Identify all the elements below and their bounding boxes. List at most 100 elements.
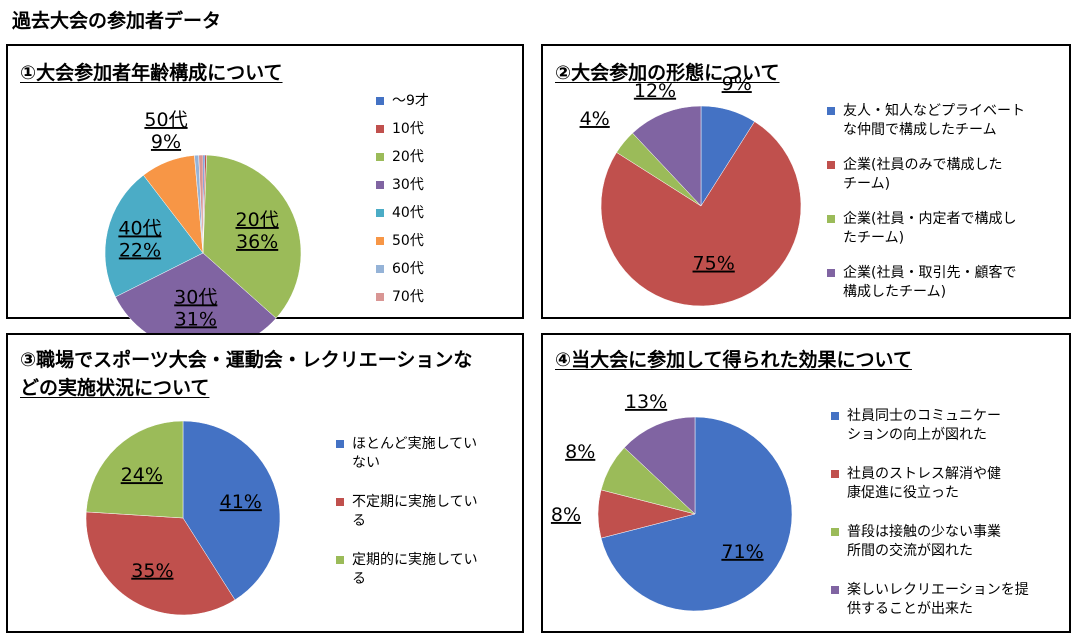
- legend-item: 企業(社員・内定者で構成し たチーム): [827, 210, 1025, 248]
- pie-chart-workplace-events: 41% 35% 24%: [85, 420, 281, 616]
- legend-swatch: [831, 586, 839, 594]
- legend-age: ～9才 10代 20代 30代 40代 50代 60代 70代: [376, 92, 429, 316]
- legend-label: 30代: [392, 177, 424, 193]
- legend-swatch: [376, 293, 384, 301]
- pie-slice-1: [182, 420, 281, 601]
- legend-swatch: [831, 412, 839, 420]
- slice-data-label-6: 50代 9%: [144, 109, 187, 153]
- chart-title-effects: ④当大会に参加して得られた効果について: [555, 349, 912, 371]
- legend-item: 40代: [376, 204, 429, 223]
- pie-chart-age: 20代 36% 30代 31% 40代 22% 50代 9%: [104, 109, 302, 352]
- slice-data-label-4: 12%: [634, 80, 676, 102]
- chart-title-participation: ②大会参加の形態について: [555, 62, 780, 84]
- chart-title-workplace-events-line1: ③職場でスポーツ大会・運動会・レクリエーションな: [20, 349, 473, 371]
- legend-item: 社員同士のコミュニケー ションの向上が図れた: [831, 407, 1029, 445]
- legend-swatch: [827, 107, 835, 115]
- pie-chart-effects: 71% 8% 8% 13%: [551, 391, 793, 612]
- legend-label: 40代: [392, 205, 424, 221]
- slice-data-label-1: 9%: [722, 73, 752, 95]
- legend-item: 普段は接触の少ない事業 所間の交流が図れた: [831, 523, 1029, 561]
- legend-item: 楽しいレクリエーションを提 供することが出来た: [831, 581, 1029, 619]
- legend-label: 20代: [392, 149, 424, 165]
- legend-item: 社員のストレス解消や健 康促進に役立った: [831, 465, 1029, 503]
- legend-swatch: [376, 181, 384, 189]
- legend-swatch: [831, 528, 839, 536]
- legend-item: 定期的に実施してい る: [336, 551, 478, 589]
- legend-swatch: [376, 153, 384, 161]
- legend-item: 60代: [376, 260, 429, 279]
- legend-swatch: [336, 440, 344, 448]
- slice-data-label-4: 30代 31%: [174, 286, 217, 330]
- legend-item: 50代: [376, 232, 429, 251]
- legend-label: 70代: [392, 289, 424, 305]
- legend-swatch: [376, 209, 384, 217]
- pie-slice-3: [85, 420, 184, 519]
- pie-slice-8: [198, 154, 204, 254]
- legend-swatch: [376, 265, 384, 273]
- legend-label: 60代: [392, 261, 424, 277]
- legend-swatch: [827, 269, 835, 277]
- legend-item: 企業(社員・取引先・顧客で 構成したチーム): [827, 264, 1025, 302]
- chart-panel-workplace-events: ③職場でスポーツ大会・運動会・レクリエーションな どの実施状況について 41% 3…: [6, 333, 524, 633]
- chart-title-age: ①大会参加者年齢構成について: [20, 62, 283, 84]
- legend-workplace-events: ほとんど実施してい ない 不定期に実施してい る定期的に実施してい る: [336, 435, 478, 609]
- legend-label: ～9才: [392, 93, 429, 109]
- slice-data-label-3: 4%: [580, 108, 610, 130]
- pie-slice-2: [600, 121, 802, 307]
- chart-panel-participation: ②大会参加の形態について 9% 75% 4% 12% 友人・知人などプライベート な仲…: [541, 44, 1071, 319]
- slice-data-label-5: 40代 22%: [118, 217, 161, 261]
- legend-swatch: [831, 470, 839, 478]
- slice-data-label-4: 13%: [625, 391, 667, 413]
- legend-label: 企業(社員・取引先・顧客で 構成したチーム): [843, 265, 1017, 300]
- chart-panel-effects: ④当大会に参加して得られた効果について 71% 8% 8% 13% 社員同士のコミュニ…: [541, 333, 1071, 633]
- slice-data-label-3: 24%: [121, 464, 163, 486]
- legend-item: 友人・知人などプライベート な仲間で構成したチーム: [827, 102, 1025, 140]
- legend-effects: 社員同士のコミュニケー ションの向上が図れた 社員のストレス解消や健 康促進に役立…: [831, 407, 1029, 639]
- chart-panel-age: ①大会参加者年齢構成について 20代 36% 30代 31% 40代 22% 50代 9% ～…: [6, 44, 524, 352]
- legend-label: 50代: [392, 233, 424, 249]
- legend-item: 70代: [376, 288, 429, 307]
- page-title: 過去大会の参加者データ: [12, 10, 222, 32]
- legend-swatch: [376, 125, 384, 133]
- legend-item: 10代: [376, 120, 429, 139]
- legend-item: ～9才: [376, 92, 429, 111]
- pie-slice-3: [202, 154, 302, 319]
- legend-label: 社員同士のコミュニケー ションの向上が図れた: [847, 408, 1001, 443]
- chart-title-workplace-events-line2: どの実施状況について: [20, 377, 210, 399]
- pie-slice-4: [632, 105, 702, 207]
- slice-data-label-1: 41%: [220, 491, 262, 513]
- legend-label: 楽しいレクリエーションを提 供することが出来た: [847, 582, 1029, 617]
- legend-label: 定期的に実施してい る: [352, 552, 478, 587]
- legend-swatch: [376, 97, 384, 105]
- legend-swatch: [827, 215, 835, 223]
- legend-swatch: [827, 161, 835, 169]
- slice-data-label-2: 8%: [551, 504, 581, 526]
- pie-chart-participation: 9% 75% 4% 12%: [580, 73, 802, 307]
- legend-swatch: [336, 498, 344, 506]
- legend-label: 企業(社員・内定者で構成し たチーム): [843, 211, 1017, 246]
- legend-participation: 友人・知人などプライベート な仲間で構成したチーム 企業(社員のみで構成した チー…: [827, 102, 1025, 318]
- pie-slice-4: [623, 416, 696, 515]
- legend-item: 不定期に実施してい る: [336, 493, 478, 531]
- legend-item: ほとんど実施してい ない: [336, 435, 478, 473]
- pie-slice-2: [85, 511, 236, 616]
- slice-data-label-1: 71%: [721, 541, 763, 563]
- legend-item: 20代: [376, 148, 429, 167]
- legend-swatch: [376, 237, 384, 245]
- legend-label: ほとんど実施してい ない: [352, 436, 478, 471]
- legend-item: 企業(社員のみで構成した チーム): [827, 156, 1025, 194]
- legend-label: 友人・知人などプライベート な仲間で構成したチーム: [843, 103, 1025, 138]
- pie-slice-1: [600, 416, 793, 612]
- legend-label: 普段は接触の少ない事業 所間の交流が図れた: [847, 524, 1001, 559]
- legend-label: 社員のストレス解消や健 康促進に役立った: [847, 466, 1001, 501]
- pie-slice-5: [104, 174, 204, 298]
- slice-data-label-2: 35%: [131, 560, 173, 582]
- legend-label: 企業(社員のみで構成した チーム): [843, 157, 1003, 192]
- slice-data-label-2: 75%: [693, 253, 735, 275]
- slice-data-label-3: 8%: [565, 441, 595, 463]
- slice-data-label-3: 20代 36%: [236, 209, 279, 253]
- legend-item: 30代: [376, 176, 429, 195]
- legend-label: 10代: [392, 121, 424, 137]
- legend-swatch: [336, 556, 344, 564]
- legend-label: 不定期に実施してい る: [352, 494, 478, 529]
